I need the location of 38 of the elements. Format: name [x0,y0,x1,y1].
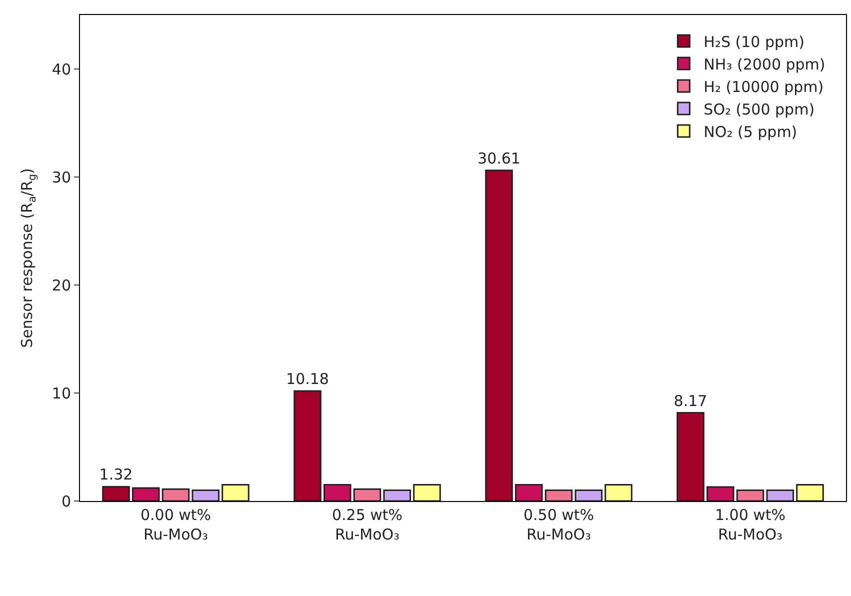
bar [353,488,382,501]
y-tick-label: 40 [52,60,71,78]
bar [676,412,704,501]
bar [413,484,441,501]
data-label: 1.32 [99,466,133,484]
bar [222,484,250,501]
bar [574,489,603,501]
y-tick-label: 30 [52,168,71,186]
y-tick-label: 20 [52,276,71,294]
legend-label: H₂ (10000 ppm) [704,78,824,96]
legend-label: H₂S (10 ppm) [704,32,804,51]
bar [323,484,352,501]
x-tick-label: 0.25 wt% Ru-MoO₃ [332,506,403,544]
bar [736,489,764,501]
bar [294,390,322,501]
bar [102,486,130,501]
y-tick-label: 0 [61,492,71,510]
x-tick-label: 0.50 wt% Ru-MoO₃ [523,506,594,544]
bar [192,489,220,501]
x-tick-label: 0.00 wt% Ru-MoO₃ [140,506,212,544]
bar [132,487,160,501]
data-label: 10.18 [286,370,329,388]
legend-label: SO₂ (500 ppm) [704,100,815,118]
bar [383,489,412,501]
bar [766,489,794,501]
legend-label: NO₂ (5 ppm) [704,122,798,141]
data-label: 8.17 [674,392,708,410]
bar [485,170,513,501]
bar [514,484,543,501]
legend-label: NH₃ (2000 ppm) [704,55,826,74]
bar [162,488,190,501]
bar [544,489,573,501]
y-tick-label: 10 [52,384,71,402]
bar [796,484,824,501]
bar [604,484,632,501]
x-tick-label: 1.00 wt% Ru-MoO₃ [714,506,786,544]
bar [706,486,734,501]
data-label: 30.61 [478,149,520,168]
